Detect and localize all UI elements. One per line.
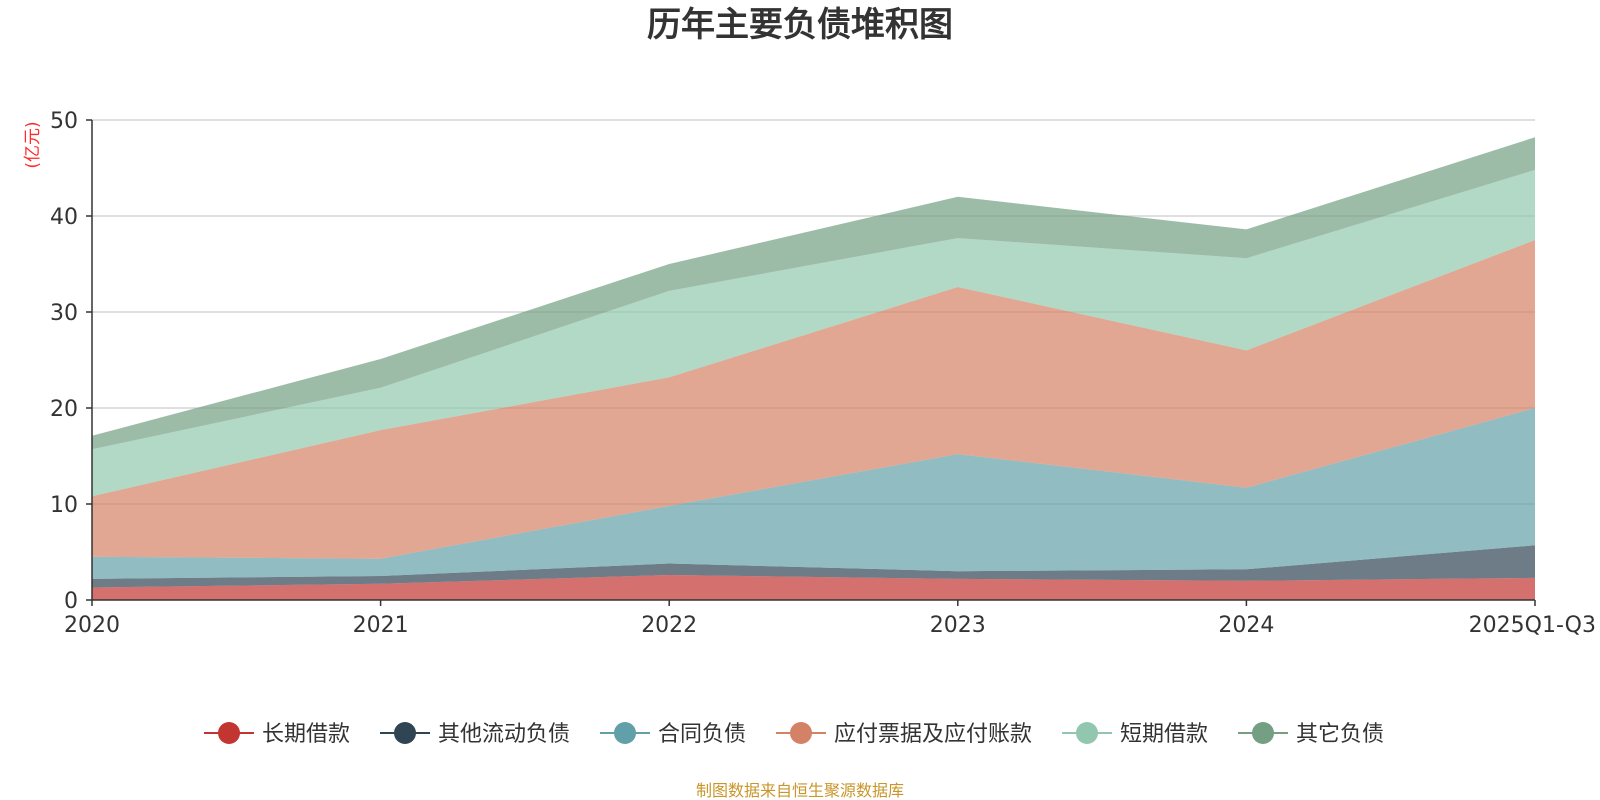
y-tick-label: 50 (50, 109, 78, 134)
legend-marker-icon (1252, 722, 1274, 744)
area-series-2 (92, 408, 1535, 579)
legend-marker-icon (1076, 722, 1098, 744)
legend-label: 其他流动负债 (438, 722, 570, 747)
chart-title: 历年主要负债堆积图 (647, 5, 953, 45)
area-series-4 (92, 169, 1535, 497)
legend-marker-icon (790, 722, 812, 744)
x-tick-label: 2020 (64, 613, 120, 638)
area-series-0 (92, 575, 1535, 600)
legend-label: 合同负债 (658, 722, 746, 747)
data-source-note: 制图数据来自恒生聚源数据库 (696, 781, 904, 800)
area-series-3 (92, 240, 1535, 559)
legend-label: 应付票据及应付账款 (834, 722, 1032, 747)
area-series-group (92, 137, 1535, 600)
y-tick-label: 40 (50, 205, 78, 230)
axes: 0 10 20 30 40 50 2020 2021 2022 2023 2024 2025Q1-Q3 (50, 109, 1596, 638)
area-series-5 (92, 137, 1535, 450)
legend-marker-icon (394, 722, 416, 744)
y-axis-unit-label: (亿元) (23, 121, 43, 168)
legend-item-5[interactable]: 其它负债 (1238, 722, 1384, 747)
legend-item-3[interactable]: 应付票据及应付账款 (776, 722, 1032, 747)
area-series-1 (92, 545, 1535, 588)
legend-marker-icon (218, 722, 240, 744)
legend: 长期借款 其他流动负债 合同负债 应付票据及应付账款 短期借款 其它负债 (204, 722, 1384, 747)
legend-marker-icon (614, 722, 636, 744)
y-tick-label: 0 (64, 589, 78, 614)
x-tick-label: 2021 (353, 613, 409, 638)
x-tick-label: 2023 (930, 613, 986, 638)
legend-label: 短期借款 (1120, 722, 1208, 747)
x-tick-label: 2024 (1218, 613, 1274, 638)
legend-label: 其它负债 (1296, 722, 1384, 747)
legend-item-2[interactable]: 合同负债 (600, 722, 746, 747)
x-tick-label: 2025Q1-Q3 (1469, 613, 1596, 638)
legend-item-0[interactable]: 长期借款 (204, 722, 350, 747)
y-tick-label: 20 (50, 397, 78, 422)
y-tick-label: 30 (50, 301, 78, 326)
legend-item-1[interactable]: 其他流动负债 (380, 722, 570, 747)
legend-label: 长期借款 (262, 722, 350, 747)
x-tick-label: 2022 (641, 613, 697, 638)
y-tick-label: 10 (50, 493, 78, 518)
legend-item-4[interactable]: 短期借款 (1062, 722, 1208, 747)
